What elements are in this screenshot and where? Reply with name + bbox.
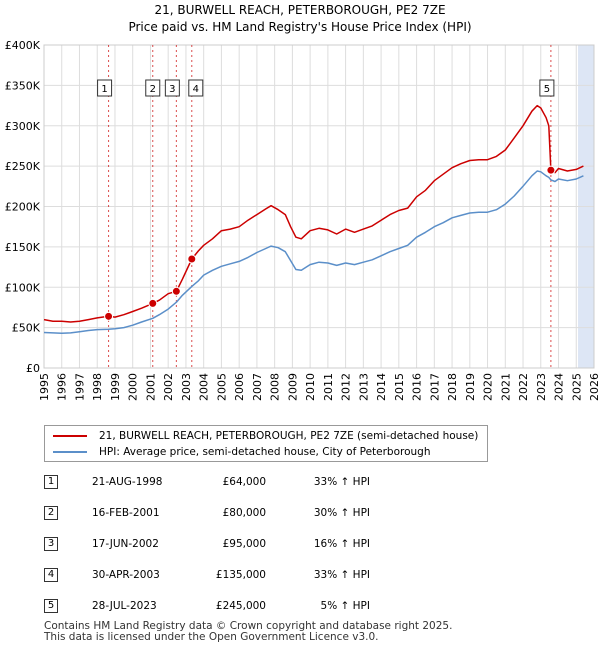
sale-point [148,298,158,308]
sale-number-label: 4 [193,84,199,95]
x-tick-label: 2017 [428,373,441,401]
sale-row: 1 21-AUG-1998 £64,000 33% ↑ HPI [44,472,464,494]
sale-number-label: 3 [169,84,175,95]
sale-row: 4 30-APR-2003 £135,000 33% ↑ HPI [44,565,464,587]
legend-property-label: 21, BURWELL REACH, PETERBOROUGH, PE2 7ZE… [99,430,479,442]
x-tick-label: 2018 [446,373,459,401]
x-tick-label: 2016 [411,373,424,401]
sale-point [546,165,556,175]
sale-number-label: 1 [101,84,107,95]
x-tick-label: 1997 [73,373,86,401]
sale-hpi-change: 5% ↑ HPI [320,600,370,612]
sale-number-box [97,79,113,97]
sale-number-badge: 2 [44,506,58,520]
y-tick-label: £250K [5,160,41,173]
y-tick-label: £350K [5,79,41,92]
x-tick-label: 2005 [215,373,228,401]
footer-attribution: Contains HM Land Registry data © Crown c… [44,621,452,642]
sale-price: £135,000 [215,569,266,581]
x-tick-label: 2022 [517,373,530,401]
x-tick-label: 2019 [464,373,477,401]
sale-number-label: 2 [150,84,156,95]
sale-number-box [188,79,204,97]
x-tick-label: 2010 [304,373,317,401]
sale-number-box [539,79,555,97]
x-tick-label: 1996 [56,373,69,401]
x-tick-label: 2000 [127,373,140,401]
y-tick-label: £200K [5,201,41,214]
sale-hpi-change: 33% ↑ HPI [313,569,370,581]
x-tick-label: 1999 [109,373,122,401]
property-price-line [43,104,584,323]
sale-hpi-change: 16% ↑ HPI [313,538,370,550]
sale-number-badge: 3 [44,537,58,551]
sale-price: £245,000 [215,600,266,612]
sale-point [187,254,197,264]
legend-item-property: 21, BURWELL REACH, PETERBOROUGH, PE2 7ZE… [53,428,478,444]
plot-frame [43,44,595,369]
property-line-swatch [53,435,87,437]
y-tick-label: £400K [5,39,41,52]
hpi-line [43,170,584,335]
y-tick-label: £300K [5,120,41,133]
x-tick-label: 2015 [393,373,406,401]
x-tick-label: 2002 [162,373,175,401]
sale-date: 30-APR-2003 [92,569,160,581]
sale-number-badge: 5 [44,599,58,613]
sale-row: 5 28-JUL-2023 £245,000 5% ↑ HPI [44,596,464,618]
sale-price: £80,000 [222,507,266,519]
sale-number-badge: 4 [44,568,58,582]
x-tick-label: 2013 [357,373,370,401]
sale-number-box [145,79,161,97]
x-tick-label: 2007 [251,373,264,401]
chart-title: 21, BURWELL REACH, PETERBOROUGH, PE2 7ZE [154,3,445,17]
sale-row: 3 17-JUN-2002 £95,000 16% ↑ HPI [44,534,464,556]
sale-number-label: 5 [544,84,550,95]
sale-number-badge: 1 [44,475,58,489]
y-tick-label: £0 [26,362,40,375]
x-tick-label: 1998 [91,373,104,401]
footer-licence: This data is licensed under the Open Gov… [44,630,379,643]
sale-point [104,311,114,321]
price-chart: 21, BURWELL REACH, PETERBOROUGH, PE2 7ZE… [5,3,600,401]
x-tick-label: 2021 [499,373,512,401]
chart-subtitle: Price paid vs. HM Land Registry's House … [128,20,471,34]
legend-hpi-label: HPI: Average price, semi-detached house,… [99,446,431,458]
sale-price: £95,000 [222,538,266,550]
sale-hpi-change: 33% ↑ HPI [313,476,370,488]
chart-legend: 21, BURWELL REACH, PETERBOROUGH, PE2 7ZE… [44,425,488,462]
sale-hpi-change: 30% ↑ HPI [313,507,370,519]
y-tick-label: £50K [12,322,41,335]
y-tick-label: £150K [5,241,41,254]
x-tick-label: 2001 [144,373,157,401]
y-tick-label: £100K [5,281,41,294]
x-tick-label: 2003 [180,373,193,401]
x-tick-label: 2012 [340,373,353,401]
sale-date: 28-JUL-2023 [92,600,157,612]
x-tick-label: 2020 [482,373,495,401]
footer-copyright: Contains HM Land Registry data © Crown c… [44,620,453,632]
sale-row: 2 16-FEB-2001 £80,000 30% ↑ HPI [44,503,464,525]
sale-point [171,286,181,296]
x-tick-label: 2006 [233,373,246,401]
hpi-line-swatch [53,451,87,453]
x-tick-label: 2008 [269,373,282,401]
x-tick-label: 1995 [38,373,51,401]
x-tick-label: 2004 [198,373,211,401]
sale-number-box [164,79,180,97]
sale-price: £64,000 [222,476,266,488]
x-tick-label: 2011 [322,373,335,401]
x-tick-label: 2024 [553,373,566,401]
x-tick-label: 2014 [375,373,388,401]
sale-date: 16-FEB-2001 [92,507,160,519]
x-tick-label: 2009 [286,373,299,401]
x-tick-label: 2023 [535,373,548,401]
sale-date: 21-AUG-1998 [92,476,163,488]
x-tick-label: 2025 [570,373,583,401]
legend-item-hpi: HPI: Average price, semi-detached house,… [53,444,431,460]
x-tick-label: 2026 [588,373,600,401]
sale-date: 17-JUN-2002 [92,538,159,550]
